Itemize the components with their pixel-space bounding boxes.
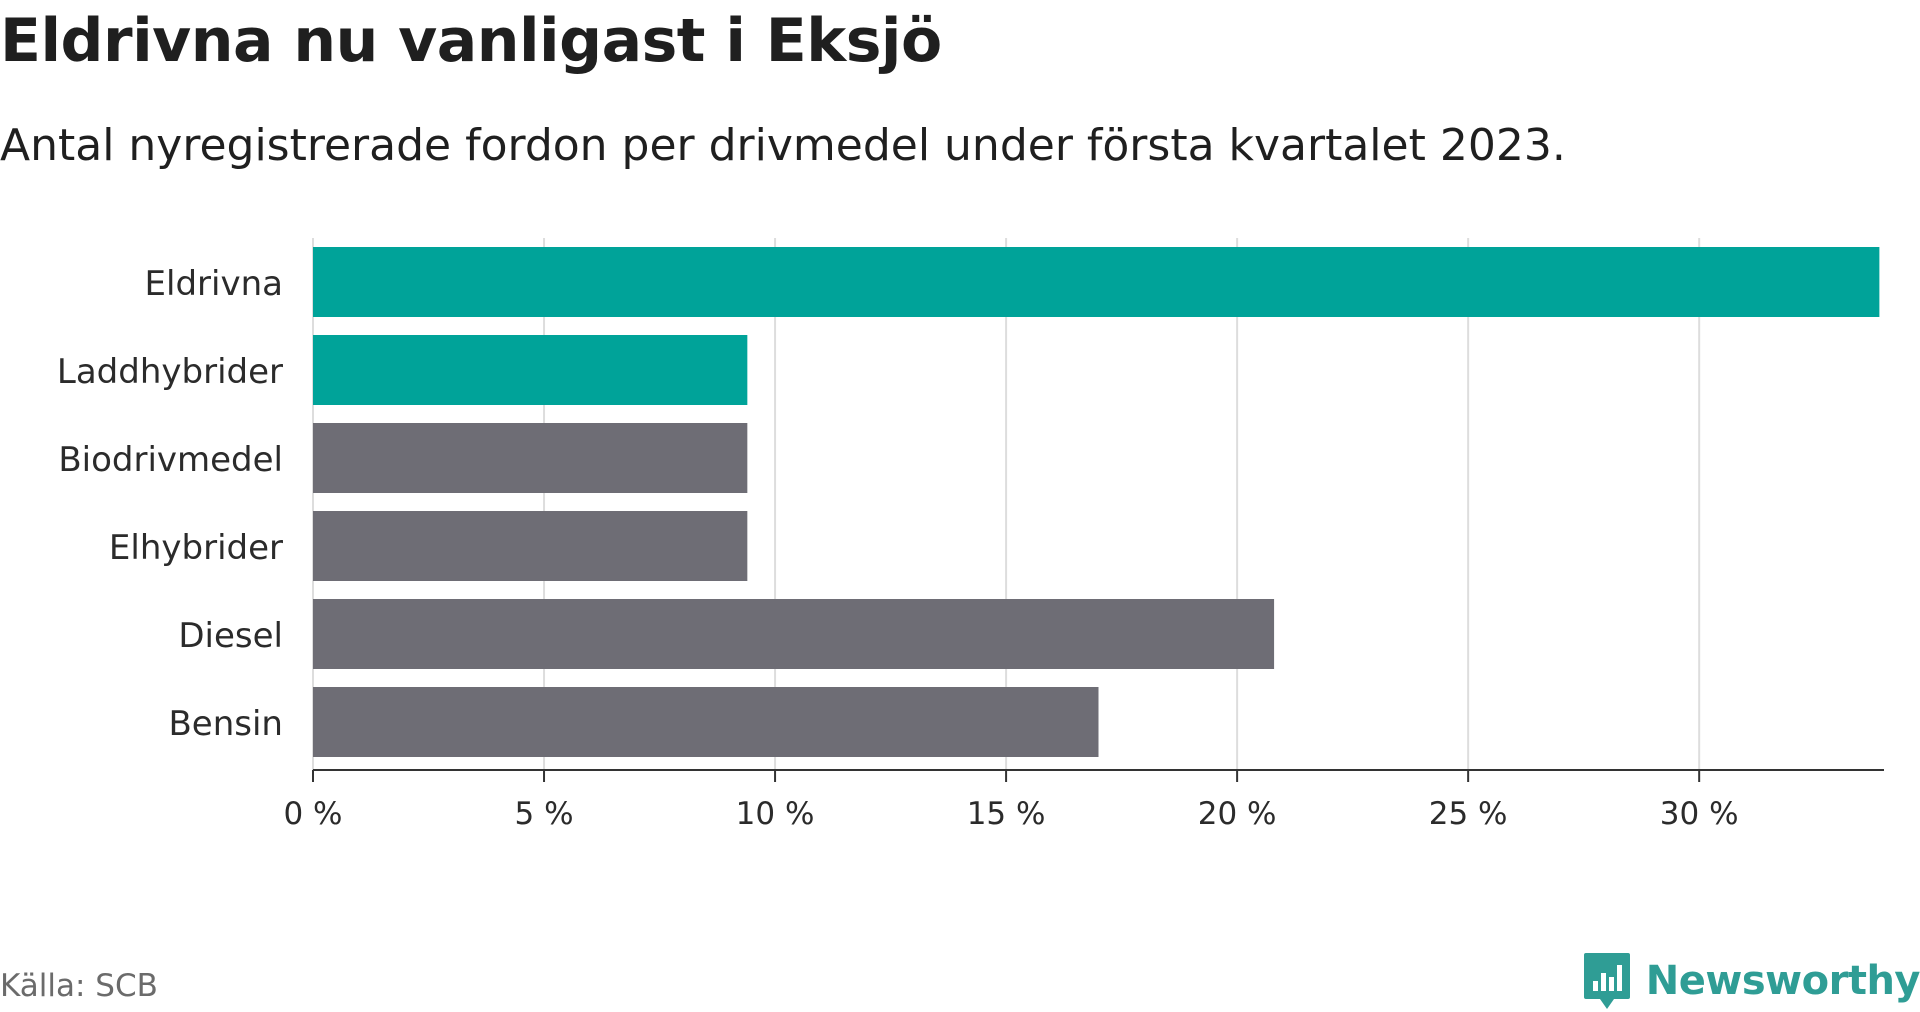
- x-tick-label: 30 %: [1660, 796, 1739, 832]
- bar-laddhybrider: [313, 335, 748, 405]
- bar-chart: Eldrivna Laddhybrider Biodrivmedel Elhybrid…: [57, 238, 1884, 832]
- x-tick-label: 20 %: [1198, 796, 1277, 832]
- category-label: Bensin: [168, 704, 283, 744]
- category-label: Diesel: [178, 616, 283, 656]
- bar-elhybrider: [313, 511, 748, 581]
- brand-name: Newsworthy: [1645, 958, 1920, 1004]
- category-label: Biodrivmedel: [58, 440, 283, 480]
- newsworthy-logo-icon: [1583, 953, 1630, 1009]
- chart-subtitle: Antal nyregistrerade fordon per drivmede…: [0, 120, 1566, 171]
- x-tick-label: 10 %: [736, 796, 815, 832]
- category-label: Elhybrider: [109, 528, 283, 568]
- bar-biodrivmedel: [313, 423, 748, 493]
- x-tick-label: 0 %: [283, 796, 342, 832]
- category-label: Laddhybrider: [57, 352, 283, 392]
- bar-bensin: [313, 687, 1099, 757]
- source-note: Källa: SCB: [0, 968, 158, 1004]
- bar-eldrivna: [313, 247, 1880, 317]
- category-label: Eldrivna: [145, 264, 283, 304]
- brand-logo: Newsworthy: [1582, 950, 1920, 1012]
- bar-diesel: [313, 599, 1275, 669]
- chart-title: Eldrivna nu vanligast i Eksjö: [0, 6, 942, 76]
- x-tick-label: 15 %: [967, 796, 1046, 832]
- x-tick-label: 25 %: [1429, 796, 1508, 832]
- x-tick-label: 5 %: [515, 796, 574, 832]
